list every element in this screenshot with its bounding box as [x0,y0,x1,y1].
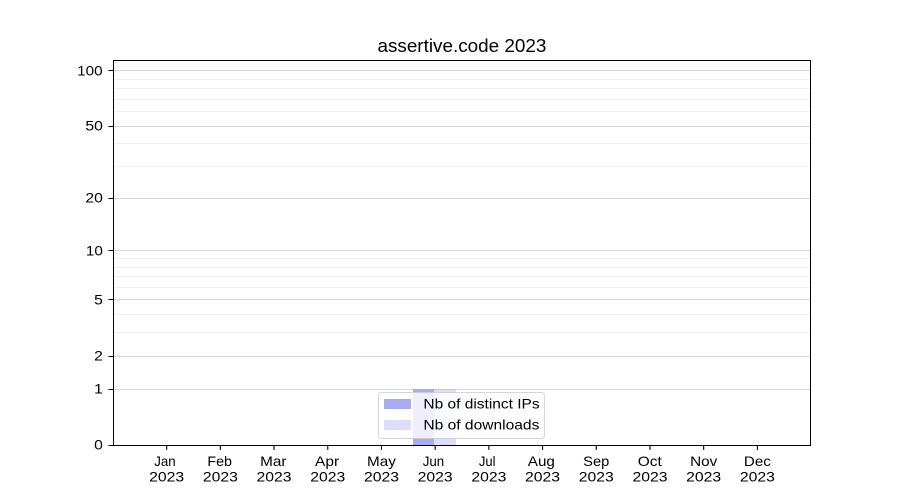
svg-text:100: 100 [77,63,103,79]
svg-text:2: 2 [94,348,103,364]
svg-text:Aug: Aug [528,453,555,469]
svg-text:2023: 2023 [203,469,238,485]
svg-text:1: 1 [94,381,103,397]
svg-text:Oct: Oct [638,453,662,469]
svg-text:Sep: Sep [583,453,609,469]
svg-text:2023: 2023 [418,469,453,485]
svg-text:Jan: Jan [154,453,175,469]
svg-text:2023: 2023 [149,469,184,485]
svg-text:Jul: Jul [479,453,496,469]
svg-text:May: May [367,453,396,469]
svg-text:20: 20 [85,190,103,206]
svg-text:10: 10 [86,243,103,259]
svg-text:Jun: Jun [423,453,445,469]
svg-text:50: 50 [85,118,103,134]
svg-text:Apr: Apr [315,453,339,469]
svg-text:2023: 2023 [471,469,506,485]
svg-text:2023: 2023 [257,469,292,485]
svg-text:2023: 2023 [632,469,667,485]
svg-text:0: 0 [94,437,103,453]
svg-text:Feb: Feb [207,453,232,469]
svg-text:Dec: Dec [744,453,771,469]
svg-text:2023: 2023 [740,469,775,485]
svg-text:Nb of downloads: Nb of downloads [423,417,539,433]
svg-text:Nov: Nov [690,453,717,469]
svg-text:assertive.code 2023: assertive.code 2023 [377,36,546,56]
svg-text:2023: 2023 [579,469,614,485]
svg-text:Mar: Mar [260,453,287,469]
svg-text:2023: 2023 [310,469,345,485]
svg-text:Nb of distinct IPs: Nb of distinct IPs [423,396,539,412]
svg-text:2023: 2023 [364,469,399,485]
svg-text:2023: 2023 [686,469,721,485]
svg-text:5: 5 [94,292,103,308]
svg-text:2023: 2023 [525,469,560,485]
